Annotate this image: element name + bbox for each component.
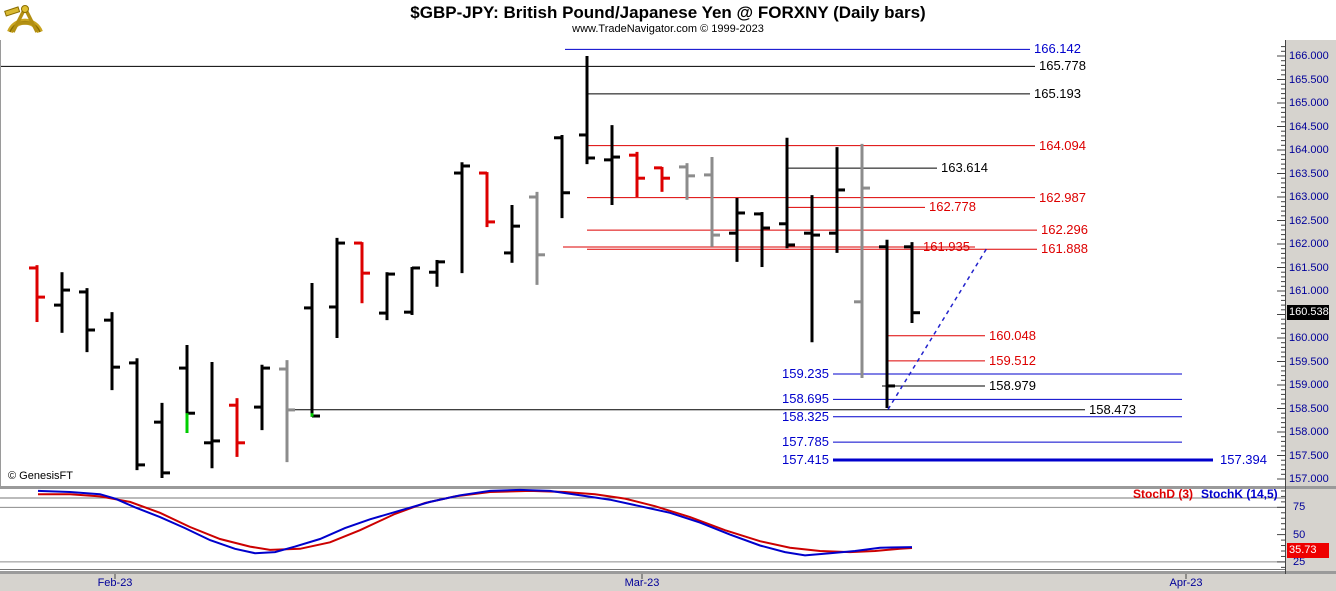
date-label: Apr-23 <box>1169 577 1203 589</box>
level-label: 166.142 <box>1034 41 1081 57</box>
level-label: 162.987 <box>1039 189 1086 205</box>
price-axis-label: 159.000 <box>1289 379 1329 391</box>
price-axis-label: 160.000 <box>1289 332 1329 344</box>
stochd-legend-label[interactable]: StochD (3) <box>1133 487 1193 501</box>
price-axis[interactable] <box>1285 40 1336 486</box>
price-axis-label: 158.000 <box>1289 426 1329 438</box>
chart-title: $GBP-JPY: British Pound/Japanese Yen @ F… <box>410 3 926 22</box>
level-label: 159.512 <box>989 352 1036 368</box>
level-label: 158.325 <box>782 408 829 424</box>
price-axis-label: 164.500 <box>1289 120 1329 133</box>
level-label: 158.473 <box>1089 401 1136 417</box>
stoch-axis-label: 25 <box>1293 555 1306 568</box>
price-axis-label: 158.500 <box>1289 402 1329 415</box>
level-label: 157.785 <box>782 434 829 450</box>
genesis-watermark: © GenesisFT <box>8 470 73 482</box>
price-axis-label: 157.500 <box>1289 449 1329 462</box>
level-label: 158.979 <box>989 377 1036 393</box>
last-price-badge: 160.538 <box>1287 305 1329 321</box>
title-strip <box>0 0 1336 40</box>
price-axis-label: 161.000 <box>1289 285 1329 297</box>
stochastic-value-badge: 35.73 <box>1287 542 1329 558</box>
price-axis-label: 161.500 <box>1289 261 1329 274</box>
price-axis-label: 166.000 <box>1289 50 1329 62</box>
level-label: 157.415 <box>782 451 829 467</box>
panel-separator-bottom <box>0 571 1336 574</box>
price-axis-label: 157.000 <box>1289 473 1329 485</box>
price-axis-label: 163.500 <box>1289 167 1329 180</box>
panel-separator <box>0 486 1336 489</box>
level-label: 162.778 <box>929 199 976 215</box>
level-label: 160.048 <box>989 327 1036 343</box>
stoch-axis-label: 50 <box>1293 528 1306 541</box>
price-axis-label: 165.500 <box>1289 73 1329 86</box>
sextant-icon <box>4 5 43 34</box>
chart-subtitle: www.TradeNavigator.com © 1999-2023 <box>572 23 764 35</box>
level-label: 162.296 <box>1041 222 1088 238</box>
level-label: 163.614 <box>941 160 988 176</box>
date-axis <box>0 574 1336 591</box>
price-axis-label: 164.000 <box>1289 144 1329 156</box>
level-label: 159.235 <box>782 365 829 381</box>
date-label: Feb-23 <box>97 577 133 589</box>
level-label: 161.888 <box>1041 241 1088 257</box>
price-chart-plot[interactable] <box>0 40 1285 486</box>
date-label: Mar-23 <box>624 577 660 589</box>
level-label: 165.778 <box>1039 58 1086 74</box>
price-axis-label: 162.000 <box>1289 238 1329 250</box>
level-label: 158.695 <box>782 391 829 407</box>
price-axis-label: 159.500 <box>1289 355 1329 368</box>
level-label: 157.394 <box>1220 452 1267 468</box>
price-axis-label: 163.000 <box>1289 191 1329 203</box>
stochastic-panel[interactable] <box>0 489 1285 571</box>
level-label: 164.094 <box>1039 137 1086 153</box>
price-axis-label: 165.000 <box>1289 97 1329 109</box>
stoch-axis-label: 75 <box>1293 501 1306 514</box>
stochk-legend-label[interactable]: StochK (14,5) <box>1201 487 1278 501</box>
level-label: 161.935 <box>923 239 970 255</box>
price-axis-label: 162.500 <box>1289 214 1329 227</box>
level-label: 165.193 <box>1034 85 1081 101</box>
